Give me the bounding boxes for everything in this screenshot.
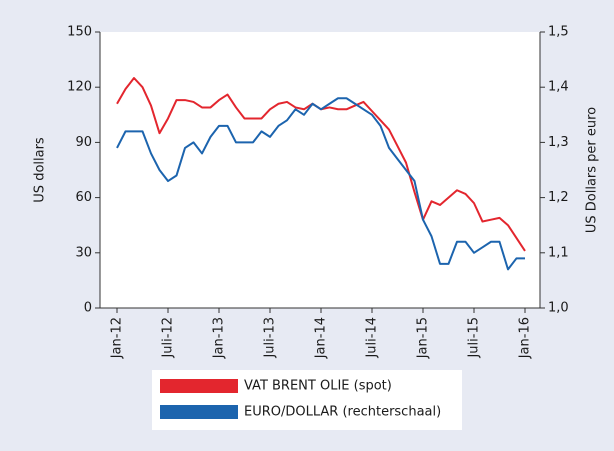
y2-tick-label: 1,0 (548, 301, 569, 316)
y-tick-label: 60 (75, 190, 92, 205)
legend-swatch (160, 405, 238, 419)
plot-area (100, 32, 540, 308)
x-tick-label: Juli-14 (365, 317, 380, 359)
legend-label: VAT BRENT OLIE (spot) (244, 379, 392, 394)
y-axis-title: US dollars (33, 137, 48, 203)
x-tick-label: Juli-15 (467, 317, 482, 359)
y2-tick-label: 1,1 (548, 245, 569, 260)
x-tick-label: Jan-15 (416, 317, 431, 359)
y-tick-label: 0 (84, 301, 92, 316)
x-tick-label: Jan-12 (110, 317, 125, 359)
y-tick-label: 120 (67, 80, 92, 95)
legend-label: EURO/DOLLAR (rechterschaal) (244, 405, 441, 420)
series-line (116, 97, 525, 271)
y-tick-label: 30 (75, 245, 92, 260)
y-tick-label: 150 (67, 25, 92, 40)
legend-swatch (160, 379, 238, 393)
x-tick-label: Juli-12 (161, 317, 176, 359)
x-tick-label: Juli-13 (263, 317, 278, 359)
y2-tick-label: 1,2 (548, 190, 569, 205)
y2-tick-label: 1,4 (548, 80, 569, 95)
y2-tick-label: 1,3 (548, 135, 569, 150)
y2-axis-title: US Dollars per euro (585, 107, 600, 233)
x-tick-label: Jan-14 (314, 317, 329, 359)
y-tick-label: 90 (75, 135, 92, 150)
x-tick-label: Jan-13 (212, 317, 227, 359)
y2-tick-label: 1,5 (548, 25, 569, 40)
x-tick-label: Jan-16 (518, 317, 533, 359)
axis-frame (99, 32, 541, 309)
